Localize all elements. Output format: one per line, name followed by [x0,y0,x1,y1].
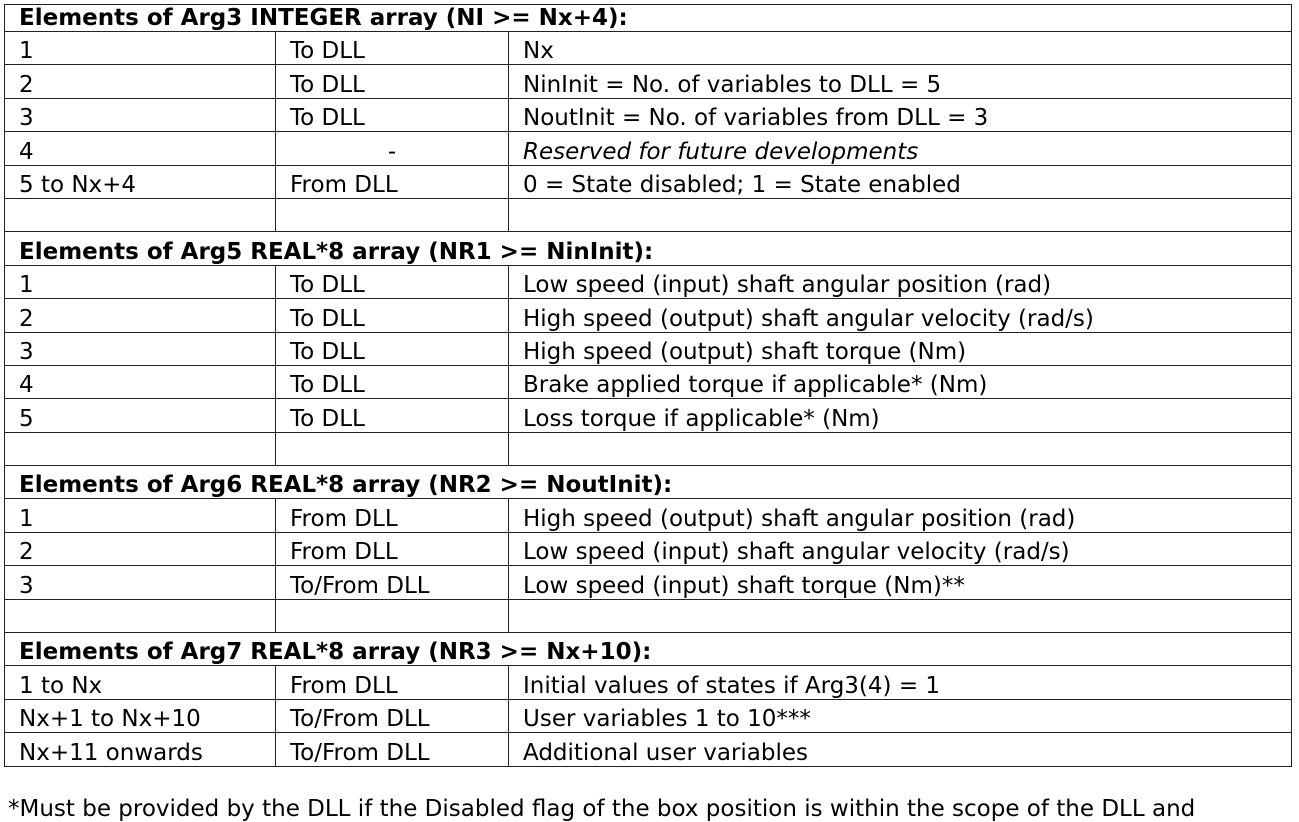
table-row: 1 To DLL Low speed (input) shaft angular p… [4,264,1293,300]
element-index: 2 [4,64,276,99]
description: Nx [507,30,1293,66]
section-heading-row: Elements of Arg7 REAL*8 array (NR3 >= Nx… [3,632,1293,667]
direction: To DLL [275,30,509,66]
direction: To DLL [275,364,509,400]
description: Loss torque if applicable* (Nm) [507,398,1293,433]
description: Low speed (input) shaft angular velocity… [507,531,1293,567]
description: Low speed (input) shaft torque (Nm)** [507,565,1293,600]
element-index: 3 [4,331,276,366]
blank-cell [275,431,509,467]
element-index: 1 [4,498,276,533]
blank-row [4,197,1293,233]
direction: To DLL [275,97,509,133]
direction: To DLL [275,398,509,433]
table-row: 3 To DLL High speed (output) shaft torque … [4,331,1293,366]
direction: To DLL [275,298,509,333]
blank-cell [4,197,276,233]
element-index: 1 [4,264,276,300]
element-index: Nx+1 to Nx+10 [4,698,276,734]
direction: To/From DLL [275,732,509,767]
description: High speed (output) shaft angular positi… [507,498,1293,533]
dll-arguments-table: Elements of Arg3 INTEGER array (NI >= Nx… [3,4,1293,767]
footnote: *Must be provided by the DLL if the Disa… [8,796,1196,822]
table-row: 1 From DLL High speed (output) shaft angul… [4,498,1293,533]
table-row: Nx+11 onwards To/From DLL Additional user … [4,732,1293,767]
element-index: 4 [4,131,276,166]
blank-cell [275,598,509,634]
table-row: Nx+1 to Nx+10 To/From DLL User variables 1… [4,698,1293,734]
blank-cell [507,431,1293,467]
direction: To/From DLL [275,565,509,600]
section-heading: Elements of Arg5 REAL*8 array (NR1 >= Ni… [3,231,1293,266]
description: Low speed (input) shaft angular position… [507,264,1293,300]
table-row: 4- Reserved for future developments [4,131,1293,166]
blank-row [4,431,1293,467]
section-heading: Elements of Arg6 REAL*8 array (NR2 >= No… [3,465,1293,500]
direction: To/From DLL [275,698,509,734]
description: Initial values of states if Arg3(4) = 1 [507,665,1293,700]
table-row: 2 To DLL NinInit = No. of variables to DLL… [4,64,1293,99]
table-row: 5 To DLL Loss torque if applicable* (Nm) [4,398,1293,433]
element-index: 5 to Nx+4 [4,164,276,199]
description: High speed (output) shaft angular veloci… [507,298,1293,333]
element-index: 5 [4,398,276,433]
element-index: 2 [4,531,276,567]
direction: To DLL [275,264,509,300]
element-index: 2 [4,298,276,333]
description: High speed (output) shaft torque (Nm) [507,331,1293,366]
section-heading: Elements of Arg7 REAL*8 array (NR3 >= Nx… [3,632,1293,667]
direction: To DLL [275,64,509,99]
section-heading-row: Elements of Arg6 REAL*8 array (NR2 >= No… [3,465,1293,500]
element-index: 1 to Nx [4,665,276,700]
direction: From DLL [275,531,509,567]
table-row: 2 To DLL High speed (output) shaft angular… [4,298,1293,333]
element-index: 3 [4,565,276,600]
blank-cell [507,598,1293,634]
description: Additional user variables [507,732,1293,767]
element-index: 1 [4,30,276,66]
description: NinInit = No. of variables to DLL = 5 [507,64,1293,99]
description: Brake applied torque if applicable* (Nm) [507,364,1293,400]
description: NoutInit = No. of variables from DLL = 3 [507,97,1293,133]
blank-cell [507,197,1293,233]
table-row: 4 To DLL Brake applied torque if applicabl… [4,364,1293,400]
table-row: 2 From DLL Low speed (input) shaft angular… [4,531,1293,567]
direction: - [275,131,509,166]
blank-cell [4,598,276,634]
blank-row [4,598,1293,634]
table-row: 1 to Nx From DLL Initial values of states … [4,665,1293,700]
table-row: 1 To DLL Nx [4,30,1293,66]
table-row: 5 to Nx+4 From DLL 0 = State disabled; 1 =… [4,164,1293,199]
direction: From DLL [275,164,509,199]
direction: From DLL [275,665,509,700]
blank-cell [4,431,276,467]
section-heading-row: Elements of Arg3 INTEGER array (NI >= Nx… [3,4,1293,32]
element-index: 3 [4,97,276,133]
element-index: 4 [4,364,276,400]
section-heading: Elements of Arg3 INTEGER array (NI >= Nx… [3,4,1293,32]
table-row: 3 To DLL NoutInit = No. of variables from … [4,97,1293,133]
blank-cell [275,197,509,233]
description: User variables 1 to 10*** [507,698,1293,734]
direction: From DLL [275,498,509,533]
element-index: Nx+11 onwards [4,732,276,767]
direction: To DLL [275,331,509,366]
description: Reserved for future developments [507,131,1293,166]
table-row: 3 To/From DLL Low speed (input) shaft torq… [4,565,1293,600]
description: 0 = State disabled; 1 = State enabled [507,164,1293,199]
section-heading-row: Elements of Arg5 REAL*8 array (NR1 >= Ni… [3,231,1293,266]
